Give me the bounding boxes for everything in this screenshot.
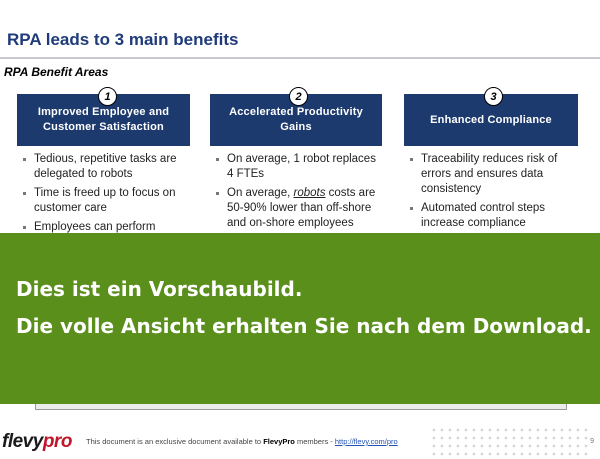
page-number: 9 <box>590 438 594 445</box>
dot-pattern <box>430 426 590 456</box>
footer: flevypro This document is an exclusive d… <box>0 423 600 459</box>
footer-text-2: members - <box>294 437 335 446</box>
list-item: Time is freed up to focus on customer ca… <box>22 186 192 216</box>
footer-brand: FlevyPro <box>263 437 295 446</box>
bullet-text: costs are 50-90% lower than off-shore an… <box>227 187 376 229</box>
list-item: On average, 1 robot replaces 4 FTEs <box>215 152 380 182</box>
benefit-list-3: Traceability reduces risk of errors and … <box>409 152 577 235</box>
list-item: Traceability reduces risk of errors and … <box>409 152 577 197</box>
logo-pro: pro <box>42 431 73 452</box>
benefit-list-1: Tedious, repetitive tasks are delegated … <box>22 152 192 239</box>
section-label: RPA Benefit Areas <box>4 65 109 79</box>
flevy-pro-link[interactable]: http://flevy.com/pro <box>334 437 398 446</box>
robots-link[interactable]: robots <box>293 187 326 199</box>
benefit-number-2: 2 <box>289 87 308 106</box>
banner-line-1: Dies ist ein Vorschaubild. <box>16 277 303 301</box>
benefit-list-2: On average, 1 robot replaces 4 FTEs On a… <box>215 152 380 235</box>
title-divider <box>0 57 600 59</box>
page-title: RPA leads to 3 main benefits <box>7 30 239 49</box>
flevypro-logo[interactable]: flevypro <box>2 431 72 453</box>
benefit-number-1: 1 <box>98 87 117 106</box>
benefit-number-3: 3 <box>484 87 503 106</box>
banner-line-2: Die volle Ansicht erhalten Sie nach dem … <box>16 314 592 338</box>
footer-notice: This document is an exclusive document a… <box>86 437 398 446</box>
list-item: On average, robots costs are 50-90% lowe… <box>215 186 380 231</box>
logo-flevy: flevy <box>2 431 43 452</box>
bullet-text: On average, <box>227 187 294 199</box>
footer-text-1: This document is an exclusive document a… <box>86 437 264 446</box>
list-item: Automated control steps increase complia… <box>409 201 577 231</box>
preview-banner: Dies ist ein Vorschaubild. Die volle Ans… <box>0 233 600 404</box>
list-item: Employees can perform <box>22 220 192 235</box>
list-item: Tedious, repetitive tasks are delegated … <box>22 152 192 182</box>
